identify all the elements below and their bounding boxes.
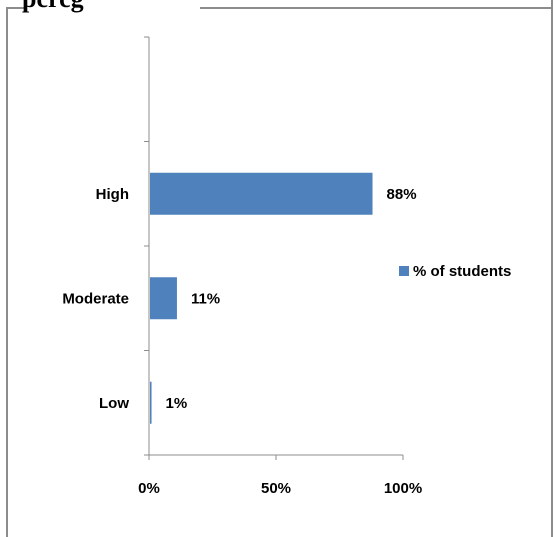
frame-border-top [6, 7, 24, 9]
x-tick-label: 0% [138, 480, 160, 497]
y-tick-label: Moderate [62, 290, 129, 307]
legend: % of students [399, 260, 511, 282]
frame-border-top [200, 7, 553, 9]
legend-label: % of students [413, 262, 512, 280]
y-tick-label: High [96, 186, 129, 203]
bar [150, 381, 152, 424]
y-tick-label: Low [99, 395, 129, 412]
frame-border-right [551, 0, 553, 537]
data-label: 11% [191, 290, 220, 307]
bar [150, 172, 373, 215]
data-label: 88% [387, 186, 417, 203]
bar [150, 277, 177, 320]
frame-border-left [6, 8, 8, 537]
data-label: 1% [166, 395, 188, 412]
x-tick-label: 100% [384, 480, 422, 497]
legend-swatch [399, 266, 409, 276]
chart-title: pcrcg [22, 0, 212, 16]
x-tick-label: 50% [261, 480, 291, 497]
